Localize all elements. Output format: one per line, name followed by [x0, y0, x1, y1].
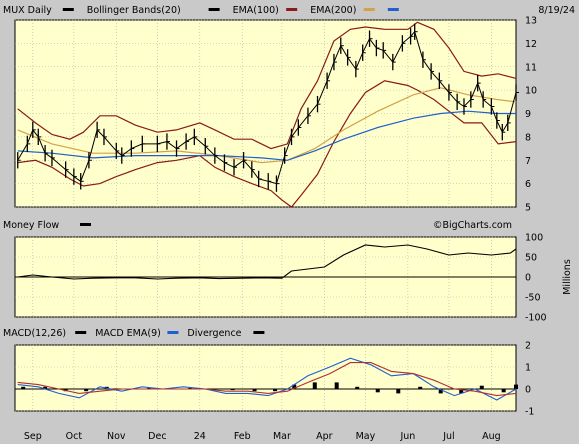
series-bollinger-upper: [17, 21, 517, 150]
x-tick-label: Mar: [273, 431, 291, 442]
series-bollinger-lower: [17, 80, 517, 208]
x-tick-label: 24: [194, 431, 206, 442]
price-legend: MUX Daily Bollinger Bands(20) EMA(100) EMA(…: [3, 5, 575, 231]
legend-label: EMA(200): [310, 5, 356, 16]
x-tick-label: Jul: [442, 431, 454, 442]
y-axis-label: Millions: [562, 259, 573, 295]
y-tick-label: -1: [525, 407, 534, 418]
divergence-bar: [479, 385, 484, 389]
watermark: ©BigCharts.com: [433, 220, 512, 231]
x-tick-label: Apr: [316, 431, 333, 442]
legend-swatch: [286, 8, 298, 11]
divergence-bar: [501, 389, 506, 393]
divergence-bar: [334, 382, 339, 389]
money-flow-legend: Money Flow Millions: [3, 220, 573, 295]
y-tick-label: 1: [525, 363, 531, 374]
y-tick-label: 11: [525, 62, 537, 73]
panel-title: Money Flow: [3, 220, 59, 231]
series-money-flow: [17, 244, 517, 280]
divergence-bar: [292, 384, 297, 389]
divergence-bar: [230, 389, 235, 391]
plot-area: [14, 344, 517, 412]
series-ema-100-: [17, 87, 517, 164]
divergence-bar: [396, 389, 401, 394]
divergence-bar: [375, 389, 380, 393]
legend-swatch: [62, 8, 74, 11]
y-tick-label: 5: [525, 203, 531, 214]
divergence-bar: [43, 386, 48, 389]
legend-swatch: [387, 8, 399, 11]
y-tick-label: 8: [525, 132, 531, 143]
series-ema-200-: [17, 110, 516, 161]
y-tick-label: -100: [525, 313, 547, 324]
y-tick-label: 12: [525, 39, 537, 50]
divergence-bar: [355, 386, 360, 389]
legend-swatch: [208, 8, 220, 11]
x-tick-label: Sep: [24, 431, 42, 442]
y-tick-label: 6: [525, 179, 531, 190]
legend-swatch: [363, 8, 375, 11]
legend-label: Divergence: [187, 328, 241, 339]
divergence-bar: [438, 389, 443, 394]
x-axis: Sep Oct Nov Dec 24 Feb Mar Apr May Jun Jul Aug: [24, 431, 501, 442]
panel-price: 5 6 7 8 9 10 11 12 13: [14, 16, 537, 214]
divergence-bar: [21, 386, 26, 389]
series-macd-12-26-: [17, 357, 517, 401]
legend-swatch: [75, 331, 87, 334]
legend-swatch: [253, 331, 265, 334]
series-macd-ema-9-: [17, 362, 517, 397]
x-tick-label: Aug: [482, 431, 501, 442]
legend-label: MUX Daily: [3, 5, 52, 16]
panel-money-flow: -100 -50 0 50 100: [14, 233, 547, 324]
divergence-bar: [84, 389, 89, 392]
y-tick-label: 2: [525, 341, 531, 352]
legend-label: Bollinger Bands(20): [87, 5, 181, 16]
y-tick-label: 0: [525, 385, 531, 396]
divergence-bar: [514, 384, 518, 389]
macd-legend: MACD(12,26) MACD EMA(9) Divergence: [3, 328, 265, 339]
series-price: [17, 30, 517, 185]
x-tick-label: May: [356, 431, 376, 442]
divergence-bar: [459, 389, 464, 394]
y-tick-label: 100: [525, 233, 543, 244]
date-label: 8/19/24: [538, 5, 575, 16]
x-tick-label: Jun: [399, 431, 415, 442]
x-tick-label: Oct: [66, 431, 83, 442]
x-tick-label: Dec: [148, 431, 166, 442]
divergence-bar: [312, 382, 317, 389]
y-tick-label: 50: [525, 253, 537, 264]
y-tick-label: 9: [525, 109, 531, 120]
legend-swatch: [80, 223, 91, 226]
x-tick-label: Nov: [107, 431, 126, 442]
y-tick-label: 10: [525, 86, 537, 97]
legend-label: MACD(12,26): [3, 328, 66, 339]
y-tick-label: -50: [525, 293, 541, 304]
x-tick-label: Feb: [234, 431, 251, 442]
y-tick-label: 13: [525, 16, 537, 27]
panel-macd: -1 0 1 2: [14, 341, 534, 418]
legend-label: MACD EMA(9): [95, 328, 161, 339]
divergence-bar: [418, 386, 423, 389]
legend-label: EMA(100): [233, 5, 279, 16]
divergence-bar: [273, 389, 278, 392]
y-tick-label: 7: [525, 156, 531, 167]
divergence-bar: [252, 389, 257, 392]
y-tick-label: 0: [525, 273, 531, 284]
legend-swatch: [167, 331, 179, 334]
